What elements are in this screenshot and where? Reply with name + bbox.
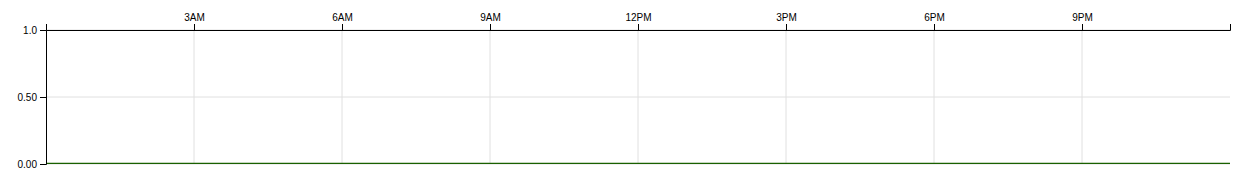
- grid-line-y: [46, 97, 1230, 98]
- x-tick-mark: [786, 24, 787, 30]
- x-tick-label: 3PM: [776, 12, 797, 23]
- y-tick-mark: [40, 30, 46, 31]
- x-tick-label: 9AM: [480, 12, 501, 23]
- x-tick: 9AM: [480, 12, 501, 30]
- marks: [46, 164, 1230, 165]
- x-tick-mark: [194, 24, 195, 30]
- x-tick-label: 6AM: [332, 12, 353, 23]
- x-tick-mark: [638, 24, 639, 30]
- y-axis: 0.00 0.50 1.0: [18, 25, 47, 170]
- x-tick: 12PM: [625, 12, 651, 30]
- x-tick: 3PM: [776, 12, 797, 30]
- y-tick-label: 0.50: [18, 92, 38, 103]
- x-axis: 3AM 6AM 9AM 12PM 3PM 6PM 9PM: [47, 12, 1231, 31]
- y-tick-mark: [40, 97, 46, 98]
- x-tick-mark: [490, 24, 491, 30]
- grid: [46, 30, 1230, 164]
- y-tick: 0.50: [18, 92, 46, 103]
- y-tick-mark: [40, 164, 46, 165]
- x-tick-label: 6PM: [924, 12, 945, 23]
- x-tick-label: 12PM: [625, 12, 651, 23]
- x-tick: 6PM: [924, 12, 945, 30]
- x-tick: 3AM: [184, 12, 205, 30]
- y-tick: 0.00: [18, 159, 46, 170]
- x-tick-mark: [1082, 24, 1083, 30]
- x-axis-line: [47, 24, 1231, 31]
- y-axis-line: [40, 31, 47, 165]
- x-tick: 9PM: [1072, 12, 1093, 30]
- x-tick-label: 3AM: [184, 12, 205, 23]
- x-tick-label: 9PM: [1072, 12, 1093, 23]
- y-tick-label: 1.0: [23, 25, 37, 36]
- y-tick-label: 0.00: [18, 159, 38, 170]
- chart: 3AM 6AM 9AM 12PM 3PM 6PM 9PM 0.00 0.50 1.0: [0, 0, 1250, 178]
- y-tick: 1.0: [23, 25, 46, 36]
- grid-line-y: [46, 164, 1230, 165]
- x-tick: 6AM: [332, 12, 353, 30]
- line: [46, 163, 1230, 164]
- x-tick-mark: [342, 24, 343, 30]
- x-tick-mark: [934, 24, 935, 30]
- plot: 3AM 6AM 9AM 12PM 3PM 6PM 9PM 0.00 0.50 1.0: [18, 12, 1231, 170]
